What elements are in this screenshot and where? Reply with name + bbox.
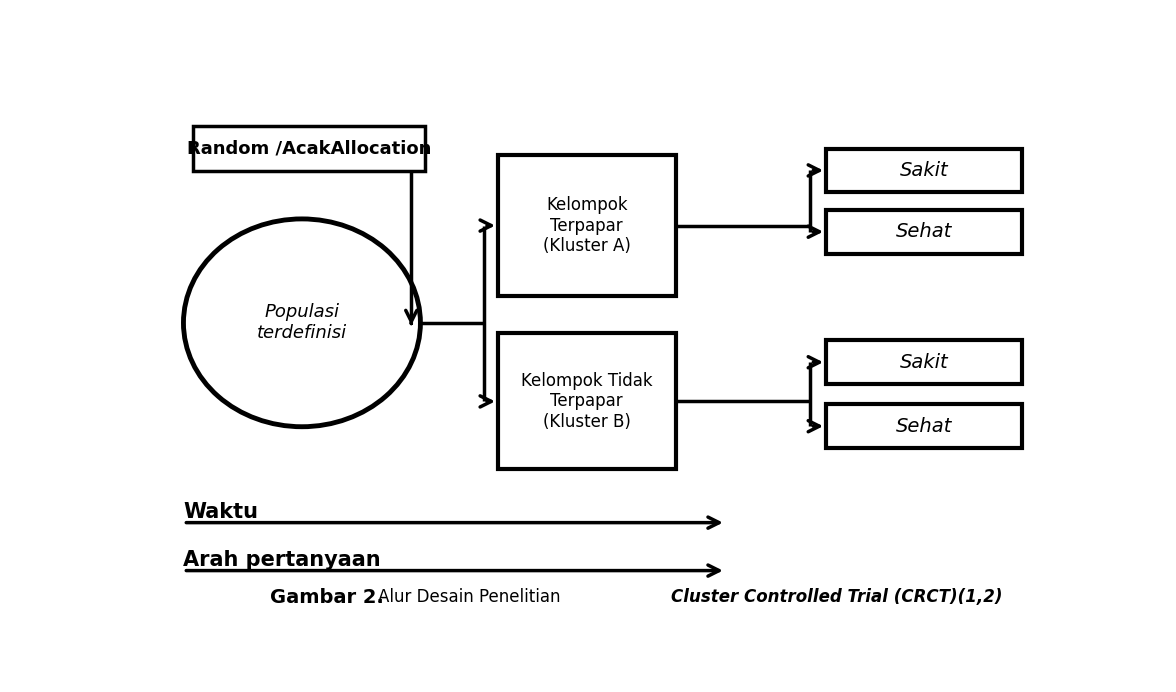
FancyBboxPatch shape [826, 404, 1022, 448]
FancyBboxPatch shape [826, 340, 1022, 384]
Text: Kelompok
Terpapar
(Kluster A): Kelompok Terpapar (Kluster A) [543, 196, 630, 255]
Text: Arah pertanyaan: Arah pertanyaan [183, 550, 381, 570]
Text: Kelompok Tidak
Terpapar
(Kluster B): Kelompok Tidak Terpapar (Kluster B) [521, 372, 653, 431]
FancyBboxPatch shape [826, 149, 1022, 192]
Text: Sakit: Sakit [900, 161, 948, 180]
Text: Sehat: Sehat [896, 417, 953, 436]
Text: Populasi
terdefinisi: Populasi terdefinisi [256, 303, 347, 343]
Text: Gambar 2.: Gambar 2. [270, 588, 383, 607]
Text: Cluster Controlled Trial (CRCT)(1,2): Cluster Controlled Trial (CRCT)(1,2) [671, 588, 1003, 606]
Text: Random /AcakAllocation: Random /AcakAllocation [187, 139, 430, 157]
Text: Waktu: Waktu [183, 502, 259, 522]
FancyBboxPatch shape [193, 126, 425, 171]
Text: Sehat: Sehat [896, 222, 953, 242]
FancyBboxPatch shape [497, 334, 675, 469]
FancyBboxPatch shape [497, 155, 675, 296]
FancyBboxPatch shape [826, 210, 1022, 253]
Text: Sakit: Sakit [900, 353, 948, 372]
Text: Alur Desain Penelitian: Alur Desain Penelitian [356, 588, 566, 606]
